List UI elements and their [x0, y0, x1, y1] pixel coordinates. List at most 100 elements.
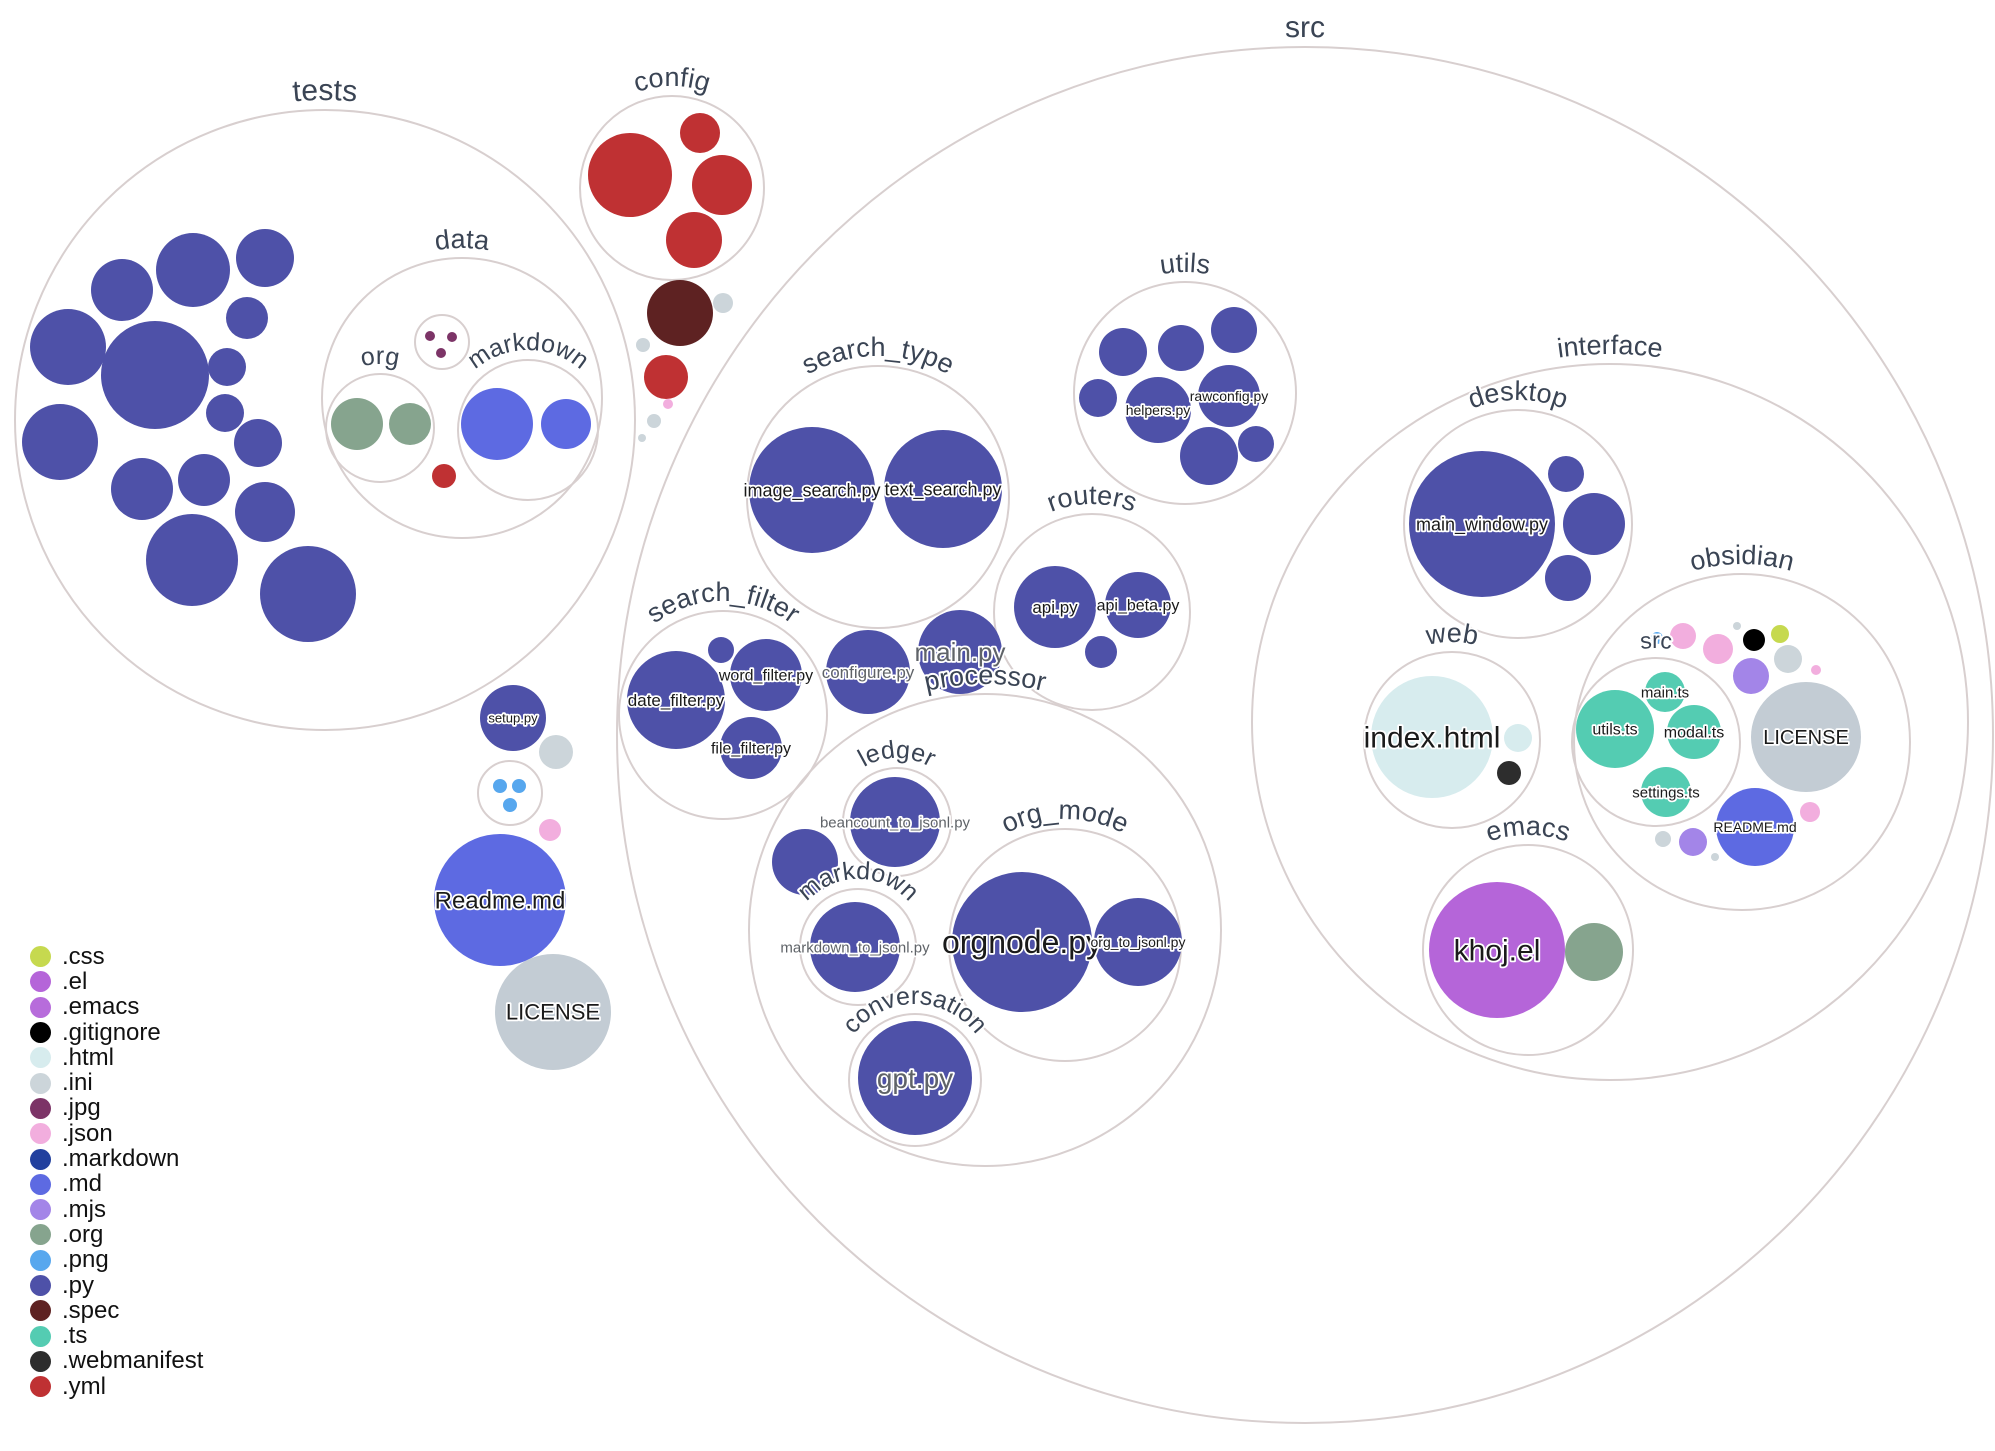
file-circle-word_filter.py[interactable] — [730, 639, 802, 711]
folder-circle-interface[interactable] — [1251, 363, 1969, 1081]
file-circle-ini[interactable] — [1733, 622, 1741, 630]
file-circle-orgnode.py[interactable] — [952, 872, 1092, 1012]
folder-circle-utils[interactable] — [1073, 281, 1297, 505]
file-circle-png[interactable] — [1651, 632, 1663, 644]
file-circle-md[interactable] — [461, 388, 533, 460]
file-circle-ini[interactable] — [539, 735, 573, 769]
file-circle-py[interactable] — [1085, 636, 1117, 668]
folder-circle-markdown[interactable] — [799, 888, 917, 1006]
folder-circle-org[interactable] — [325, 373, 435, 483]
file-circle-api_beta.py[interactable] — [1105, 572, 1171, 638]
file-circle-Readme.md[interactable] — [434, 834, 566, 966]
file-circle-setup.py[interactable] — [480, 685, 546, 751]
file-circle-api.py[interactable] — [1014, 566, 1096, 648]
folder-circle-obsidian[interactable] — [1573, 573, 1911, 911]
file-circle-py[interactable] — [226, 297, 268, 339]
file-circle-py[interactable] — [772, 829, 838, 895]
file-circle-py[interactable] — [111, 458, 173, 520]
file-circle-main.py[interactable] — [918, 610, 1002, 694]
file-circle-text_search.py[interactable] — [884, 430, 1002, 548]
folder-circle-data[interactable] — [321, 257, 603, 539]
file-circle-md[interactable] — [541, 399, 591, 449]
file-circle-mjs[interactable] — [1733, 658, 1769, 694]
file-circle-ini[interactable] — [713, 293, 733, 313]
file-circle-jpg[interactable] — [425, 331, 435, 341]
file-circle-yml[interactable] — [432, 464, 456, 488]
file-circle-json[interactable] — [1800, 802, 1820, 822]
file-circle-py[interactable] — [91, 259, 153, 321]
file-circle-utils.ts[interactable] — [1576, 690, 1654, 768]
file-circle-beancount_to_jsonl.py[interactable] — [850, 777, 940, 867]
file-circle-html[interactable] — [1504, 724, 1532, 752]
file-circle-py[interactable] — [178, 454, 230, 506]
file-circle-json[interactable] — [539, 819, 561, 841]
folder-circle-src[interactable] — [1571, 657, 1741, 827]
file-circle-json[interactable] — [1811, 665, 1821, 675]
file-circle-json[interactable] — [663, 399, 673, 409]
file-circle-image_search.py[interactable] — [749, 427, 875, 553]
file-circle-LICENSE[interactable] — [495, 954, 611, 1070]
file-circle-index.html[interactable] — [1371, 676, 1493, 798]
file-circle-py[interactable] — [1079, 379, 1117, 417]
folder-circle-search_filter[interactable] — [618, 610, 828, 820]
file-circle-py[interactable] — [30, 309, 106, 385]
file-circle-json[interactable] — [1670, 623, 1696, 649]
file-circle-helpers.py[interactable] — [1125, 377, 1191, 443]
file-circle-yml[interactable] — [680, 113, 720, 153]
file-circle-yml[interactable] — [692, 155, 752, 215]
folder-circle-emacs[interactable] — [1422, 844, 1634, 1056]
file-circle-yml[interactable] — [666, 212, 722, 268]
file-circle-py[interactable] — [1238, 426, 1274, 462]
file-circle-py[interactable] — [146, 514, 238, 606]
folder-circle-desktop[interactable] — [1403, 409, 1633, 639]
folder-circle-processor[interactable] — [748, 693, 1222, 1167]
file-circle-org[interactable] — [331, 398, 383, 450]
file-circle-py[interactable] — [206, 394, 244, 432]
file-circle-ini[interactable] — [636, 338, 650, 352]
file-circle-ini[interactable] — [647, 414, 661, 428]
file-circle-LICENSE[interactable] — [1751, 682, 1861, 792]
file-circle-main_window.py[interactable] — [1409, 451, 1555, 597]
file-circle-khoj.el[interactable] — [1429, 882, 1565, 1018]
file-circle-jpg[interactable] — [436, 348, 446, 358]
file-circle-py[interactable] — [156, 233, 230, 307]
file-circle-markdown_to_jsonl.py[interactable] — [810, 902, 900, 992]
folder-circle-config[interactable] — [579, 95, 765, 281]
file-circle-spec[interactable] — [647, 280, 713, 346]
folder-circle-unnamed[interactable] — [414, 314, 470, 370]
file-circle-py[interactable] — [260, 546, 356, 642]
folder-circle-routers[interactable] — [993, 513, 1191, 711]
file-circle-py[interactable] — [708, 637, 734, 663]
file-circle-ini[interactable] — [638, 434, 646, 442]
file-circle-css[interactable] — [1771, 625, 1789, 643]
file-circle-png[interactable] — [503, 798, 517, 812]
file-circle-org[interactable] — [1565, 923, 1623, 981]
file-circle-py[interactable] — [1180, 427, 1238, 485]
folder-circle-unnamed[interactable] — [477, 760, 543, 826]
file-circle-ini[interactable] — [1711, 853, 1719, 861]
file-circle-py[interactable] — [1158, 325, 1204, 371]
file-circle-webmanifest[interactable] — [1497, 761, 1521, 785]
file-circle-png[interactable] — [493, 779, 507, 793]
file-circle-json[interactable] — [1703, 634, 1733, 664]
file-circle-rawconfig.py[interactable] — [1198, 365, 1260, 427]
file-circle-main.ts[interactable] — [1645, 672, 1685, 712]
file-circle-modal.ts[interactable] — [1667, 705, 1721, 759]
file-circle-file_filter.py[interactable] — [720, 717, 782, 779]
file-circle-settings.ts[interactable] — [1641, 767, 1691, 817]
file-circle-org[interactable] — [389, 403, 431, 445]
folder-circle-src[interactable] — [616, 46, 1994, 1424]
file-circle-jpg[interactable] — [447, 332, 457, 342]
file-circle-py[interactable] — [1545, 555, 1591, 601]
folder-circle-ledger[interactable] — [842, 767, 952, 877]
file-circle-configure.py[interactable] — [826, 630, 910, 714]
folder-circle-tests[interactable] — [14, 109, 636, 731]
folder-circle-search_type[interactable] — [746, 365, 1010, 629]
file-circle-py[interactable] — [101, 321, 209, 429]
folder-circle-web[interactable] — [1363, 651, 1541, 829]
file-circle-yml[interactable] — [588, 133, 672, 217]
file-circle-py[interactable] — [1548, 456, 1584, 492]
file-circle-py[interactable] — [1211, 307, 1257, 353]
file-circle-py[interactable] — [208, 348, 246, 386]
file-circle-py[interactable] — [1563, 493, 1625, 555]
